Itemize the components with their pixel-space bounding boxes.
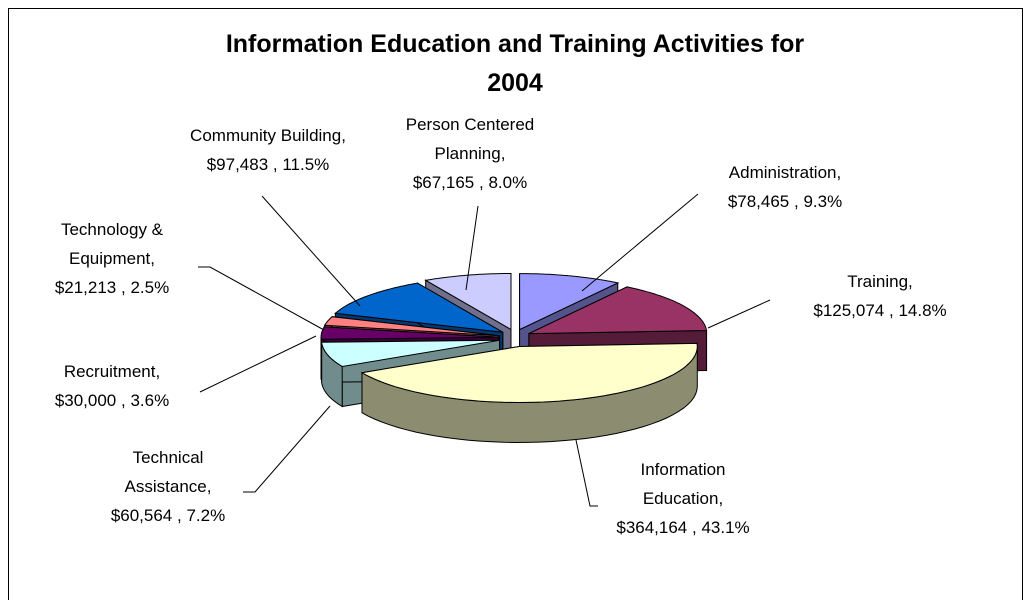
percentage-label: 3.6% <box>130 391 169 410</box>
slice-value-label: $60,564 , 7.2% <box>111 506 225 525</box>
slice-category-label: Community Building, <box>190 126 346 145</box>
slice <box>333 282 504 333</box>
percentage-label: 43.1% <box>701 518 749 537</box>
leader-line <box>707 299 771 329</box>
slice-category-label: Technical Assistance, <box>125 448 212 496</box>
percentage-label: 9.3% <box>803 192 842 211</box>
slice <box>321 339 500 368</box>
label-separator: , <box>474 173 488 192</box>
slice-value-label: $67,165 , 8.0% <box>413 173 527 192</box>
slice-category-label: Person Centered Planning, <box>406 115 535 163</box>
slice <box>360 342 698 404</box>
slice <box>323 316 500 337</box>
value-label: $364,164 <box>616 518 687 537</box>
label-separator: , <box>116 391 130 410</box>
leader-line <box>575 439 598 507</box>
percentage-label: 8.0% <box>488 173 527 192</box>
label-separator: , <box>884 301 898 320</box>
label-separator: , <box>268 155 282 174</box>
chart-frame <box>8 8 1023 600</box>
slice-value-label: $21,213 , 2.5% <box>55 278 169 297</box>
label-separator: , <box>172 506 186 525</box>
slice-value-label: $364,164 , 43.1% <box>616 518 749 537</box>
slice-category-label: Recruitment, <box>64 362 160 381</box>
percentage-label: 11.5% <box>282 155 329 174</box>
slice <box>528 286 708 335</box>
value-label: $78,465 <box>728 192 789 211</box>
value-label: $21,213 <box>55 278 116 297</box>
slice-category-label: Training, <box>847 272 913 291</box>
leader-line <box>198 266 325 331</box>
value-label: $97,483 <box>207 155 268 174</box>
leader-line <box>581 193 699 292</box>
slice-value-label: $30,000 , 3.6% <box>55 391 169 410</box>
value-label: $125,074 <box>813 301 884 320</box>
value-label: $30,000 <box>55 391 116 410</box>
chart-title: Information Education and Training Activ… <box>226 30 805 97</box>
value-label: $60,564 <box>111 506 172 525</box>
slice-value-label: $125,074 , 14.8% <box>813 301 946 320</box>
slice-category-label: Administration, <box>729 163 841 182</box>
slice-group <box>360 342 698 444</box>
label-separator: , <box>116 278 130 297</box>
label-separator: , <box>687 518 701 537</box>
slice <box>519 273 620 331</box>
slice-value-label: $97,483 , 11.5% <box>207 155 330 174</box>
leader-line <box>465 205 479 291</box>
value-label: $67,165 <box>413 173 474 192</box>
leader-line <box>199 335 317 393</box>
percentage-label: 14.8% <box>898 301 946 320</box>
slice <box>424 273 512 331</box>
slice-category-label: Technology & Equipment, <box>61 220 164 268</box>
slice <box>320 326 500 340</box>
slice-category-label: Information Education, <box>640 460 725 508</box>
percentage-label: 2.5% <box>130 278 169 297</box>
percentage-label: 7.2% <box>186 506 225 525</box>
leader-line <box>261 195 361 307</box>
label-separator: , <box>789 192 803 211</box>
slice-value-label: $78,465 , 9.3% <box>728 192 842 211</box>
leader-line <box>243 405 331 493</box>
